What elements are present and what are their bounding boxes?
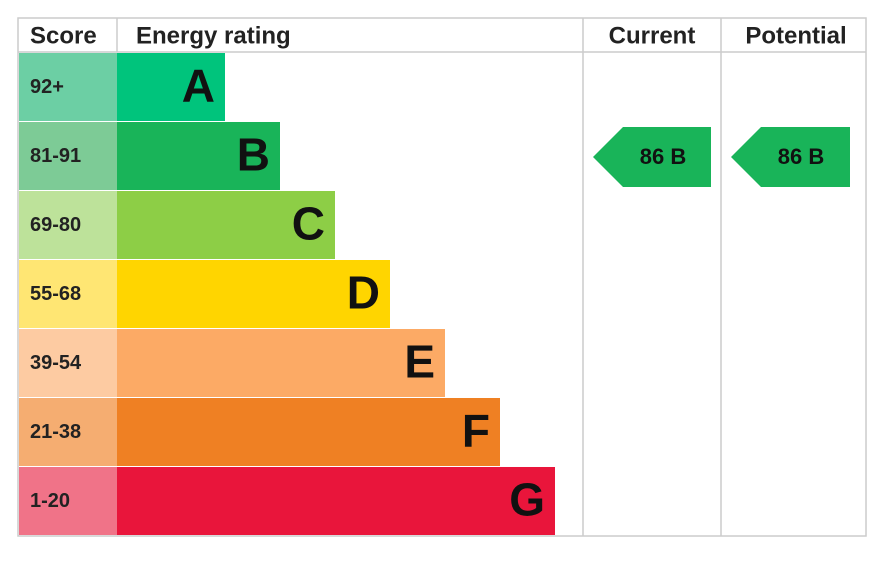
score-range: 92+ <box>30 76 64 98</box>
score-range: 21-38 <box>30 421 81 443</box>
band-letter: E <box>404 336 435 388</box>
score-cell <box>19 53 117 121</box>
rating-bar <box>117 398 500 466</box>
rating-bar <box>117 122 280 190</box>
band-letter: B <box>237 129 270 181</box>
score-cell <box>19 467 117 535</box>
score-range: 55-68 <box>30 283 81 305</box>
band-letter: F <box>462 405 490 457</box>
current-rating: 86 B <box>640 144 686 169</box>
score-range: 69-80 <box>30 214 81 236</box>
band-letter: D <box>347 267 380 319</box>
current-arrow <box>593 127 711 187</box>
score-cell <box>19 398 117 466</box>
score-range: 1-20 <box>30 490 70 512</box>
potential-arrow <box>731 127 850 187</box>
score-cell <box>19 191 117 259</box>
rating-bar <box>117 260 390 328</box>
band-letter: C <box>292 198 325 250</box>
rating-bar <box>117 467 555 535</box>
header-score: Score <box>30 22 97 49</box>
score-range: 39-54 <box>30 352 82 374</box>
header-potential: Potential <box>745 22 846 49</box>
band-letter: G <box>509 474 545 526</box>
score-cell <box>19 122 117 190</box>
rating-bar <box>117 191 335 259</box>
header-current: Current <box>609 22 696 49</box>
score-range: 81-91 <box>30 145 81 167</box>
potential-rating: 86 B <box>778 144 824 169</box>
band-letter: A <box>182 60 215 112</box>
score-cell <box>19 329 117 397</box>
rating-bar <box>117 329 445 397</box>
score-cell <box>19 260 117 328</box>
rating-bar <box>117 53 225 121</box>
header-energy-rating: Energy rating <box>136 22 291 49</box>
